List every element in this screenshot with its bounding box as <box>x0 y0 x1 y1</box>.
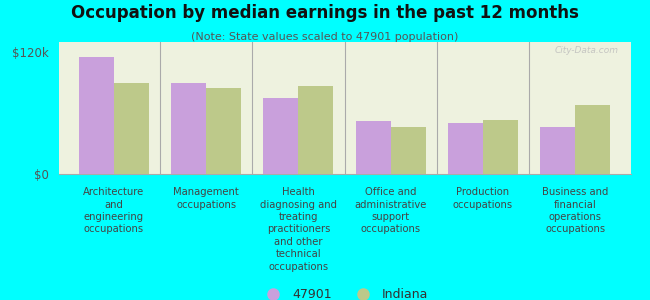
Legend: 47901, Indiana: 47901, Indiana <box>256 283 433 300</box>
Bar <box>79 57 114 174</box>
Text: City-Data.com: City-Data.com <box>555 46 619 55</box>
Bar <box>298 86 333 174</box>
Bar <box>263 98 298 174</box>
Bar <box>448 123 483 174</box>
Bar <box>540 127 575 174</box>
Bar <box>206 88 241 174</box>
Bar <box>356 121 391 174</box>
Bar <box>114 82 149 174</box>
Text: Occupation by median earnings in the past 12 months: Occupation by median earnings in the pas… <box>71 4 579 22</box>
Bar <box>171 82 206 174</box>
Bar <box>391 127 426 174</box>
Text: (Note: State values scaled to 47901 population): (Note: State values scaled to 47901 popu… <box>191 32 459 41</box>
Bar <box>575 105 610 174</box>
Bar <box>483 120 518 174</box>
